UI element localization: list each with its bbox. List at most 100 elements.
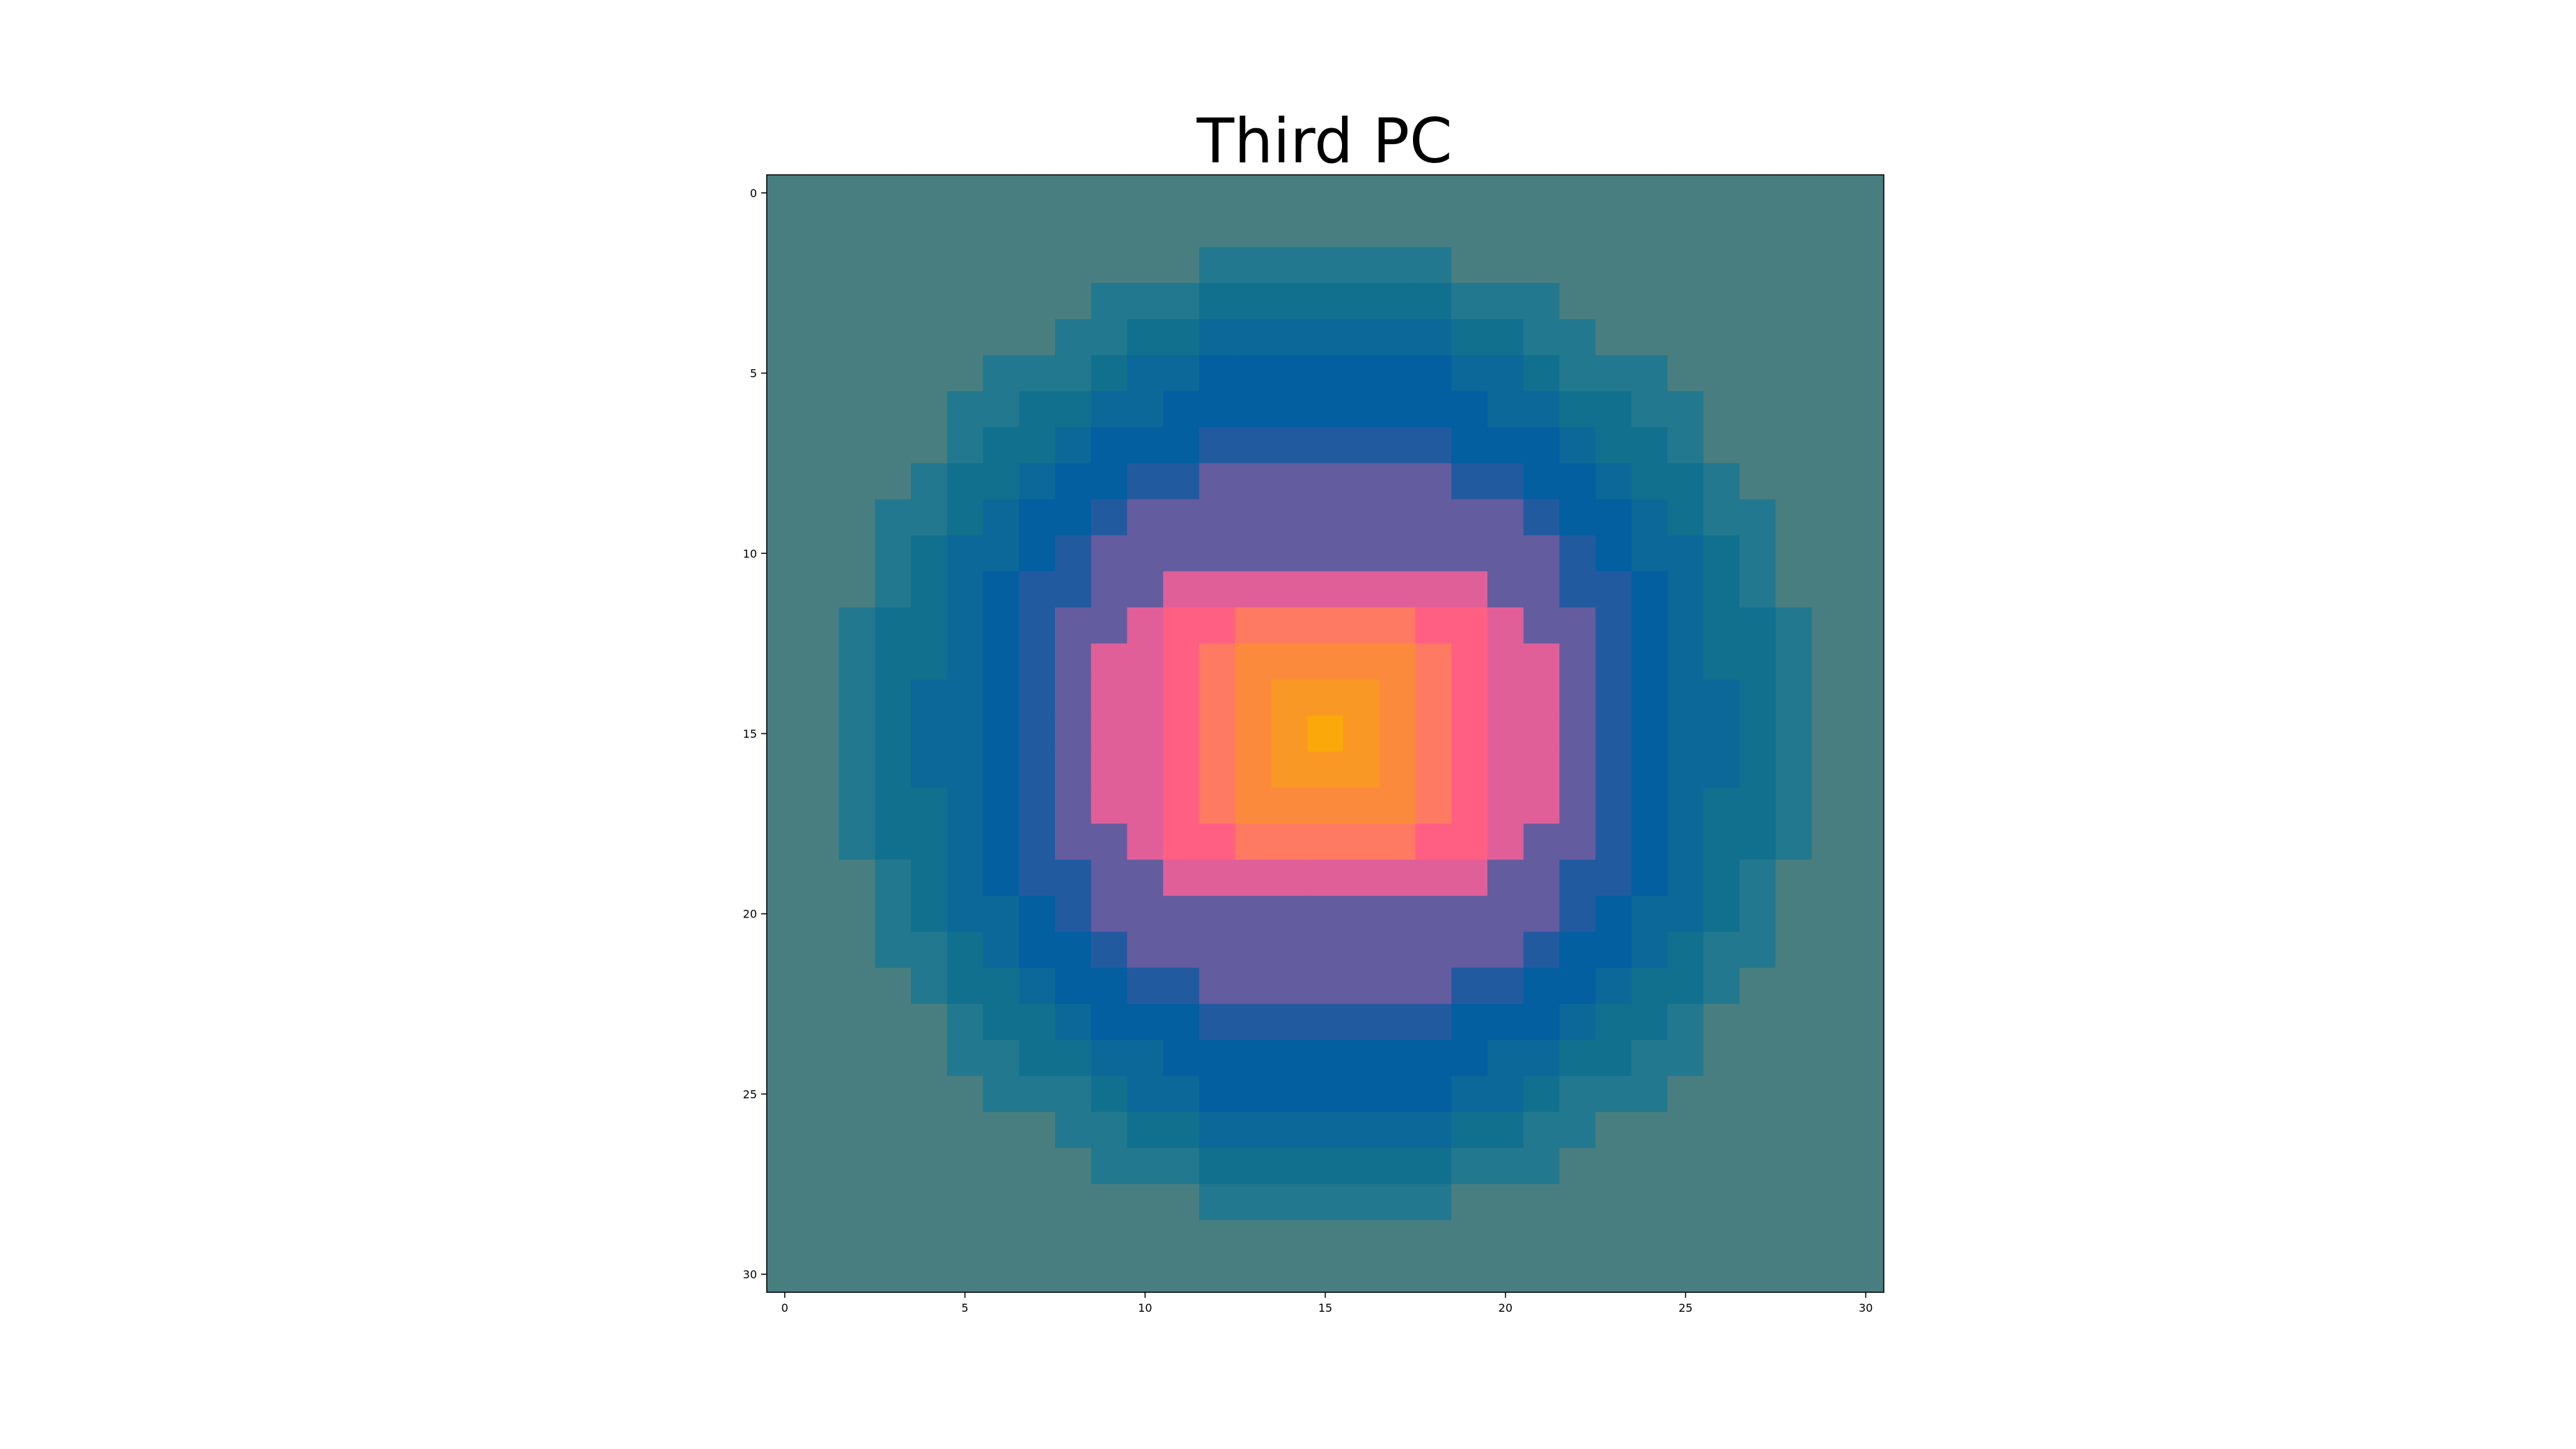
heatmap-cell (1559, 968, 1596, 1005)
heatmap-cell (767, 607, 804, 644)
heatmap-cell (946, 823, 984, 860)
heatmap-cell (767, 210, 804, 248)
heatmap-cell (1091, 1004, 1128, 1041)
heatmap-cell (838, 1184, 875, 1221)
heatmap-cell (1091, 499, 1128, 536)
heatmap-cell (1199, 1004, 1236, 1041)
heatmap-cell (1091, 931, 1128, 968)
heatmap-cell (875, 427, 912, 464)
heatmap-cell (1127, 931, 1164, 968)
heatmap-cell (983, 535, 1020, 572)
heatmap-cell (1703, 1184, 1740, 1221)
heatmap-cell (1740, 463, 1777, 500)
heatmap-cell (1379, 571, 1416, 608)
heatmap-cell (1487, 823, 1524, 860)
heatmap-cell (1487, 1256, 1524, 1293)
heatmap-cell (838, 499, 875, 536)
heatmap-cell (1559, 1256, 1596, 1293)
heatmap-cell (1703, 860, 1740, 897)
heatmap-cell (838, 1256, 875, 1293)
heatmap-cell (1235, 823, 1272, 860)
heatmap-cell (802, 355, 840, 392)
heatmap-cell (1811, 175, 1848, 212)
heatmap-cell (767, 860, 804, 897)
heatmap-cell (838, 318, 875, 356)
heatmap-cell (838, 751, 875, 789)
heatmap-cell (1740, 318, 1777, 356)
heatmap-cell (1199, 751, 1236, 789)
heatmap-cell (1379, 860, 1416, 897)
heatmap-cell (1667, 895, 1704, 933)
heatmap-cell (1667, 571, 1704, 608)
heatmap-cell (946, 571, 984, 608)
heatmap-cell (1163, 643, 1200, 680)
heatmap-cell (946, 463, 984, 500)
heatmap-cell (1775, 391, 1813, 428)
heatmap-cell (1054, 931, 1092, 968)
heatmap-cell (983, 1004, 1020, 1041)
heatmap-cell (1523, 895, 1560, 933)
heatmap-cell (1271, 535, 1308, 572)
heatmap-cell (838, 860, 875, 897)
heatmap-cell (1811, 607, 1848, 644)
heatmap-cell (946, 860, 984, 897)
heatmap-cell (838, 571, 875, 608)
heatmap-cell (1091, 895, 1128, 933)
heatmap-cell (1091, 1112, 1128, 1149)
heatmap-cell (1199, 1076, 1236, 1113)
heatmap-cell (1775, 210, 1813, 248)
heatmap-cell (1199, 571, 1236, 608)
heatmap-cell (1235, 1220, 1272, 1257)
heatmap-cell (1740, 643, 1777, 680)
heatmap-cell (1848, 355, 1884, 392)
heatmap-cell (1054, 860, 1092, 897)
heatmap-cell (1775, 860, 1813, 897)
heatmap-cell (1703, 931, 1740, 968)
heatmap-cell (1775, 607, 1813, 644)
heatmap-cell (983, 787, 1020, 824)
heatmap-cell (1019, 1004, 1056, 1041)
heatmap-cell (1703, 715, 1740, 752)
heatmap-cell (767, 751, 804, 789)
heatmap-cell (1811, 679, 1848, 716)
heatmap-cell (1703, 463, 1740, 500)
heatmap-cell (838, 823, 875, 860)
heatmap-cell (1487, 463, 1524, 500)
heatmap-cell (983, 1076, 1020, 1113)
heatmap-cell (767, 535, 804, 572)
heatmap-cell (1631, 499, 1669, 536)
heatmap-cell (910, 1220, 948, 1257)
heatmap-cell (1523, 283, 1560, 320)
heatmap-cell (1740, 1148, 1777, 1185)
heatmap-cell (1199, 1148, 1236, 1185)
heatmap-cell (1703, 607, 1740, 644)
heatmap-cell (802, 607, 840, 644)
heatmap-cell (1451, 210, 1488, 248)
heatmap-cell (1848, 571, 1884, 608)
heatmap-cell (767, 1004, 804, 1041)
heatmap-cell (1559, 643, 1596, 680)
heatmap-cell (1848, 787, 1884, 824)
heatmap-cell (1523, 787, 1560, 824)
heatmap-cell (802, 968, 840, 1005)
heatmap-cell (1343, 1076, 1380, 1113)
heatmap-cell (1019, 499, 1056, 536)
heatmap-cell (1199, 895, 1236, 933)
heatmap-cell (1091, 787, 1128, 824)
heatmap-cell (1559, 1148, 1596, 1185)
heatmap-cell (1019, 535, 1056, 572)
heatmap-cell (1451, 1184, 1488, 1221)
heatmap-cell (1343, 968, 1380, 1005)
heatmap-cell (1703, 1112, 1740, 1149)
heatmap-cell (1451, 860, 1488, 897)
heatmap-cell (1379, 931, 1416, 968)
heatmap-cell (802, 463, 840, 500)
heatmap-cell (1163, 1148, 1200, 1185)
heatmap-cell (1163, 751, 1200, 789)
heatmap-cell (1631, 355, 1669, 392)
heatmap-cell (946, 1148, 984, 1185)
heatmap-cell (1703, 427, 1740, 464)
heatmap-cell (838, 968, 875, 1005)
x-tick-label: 30 (1859, 1301, 1873, 1315)
